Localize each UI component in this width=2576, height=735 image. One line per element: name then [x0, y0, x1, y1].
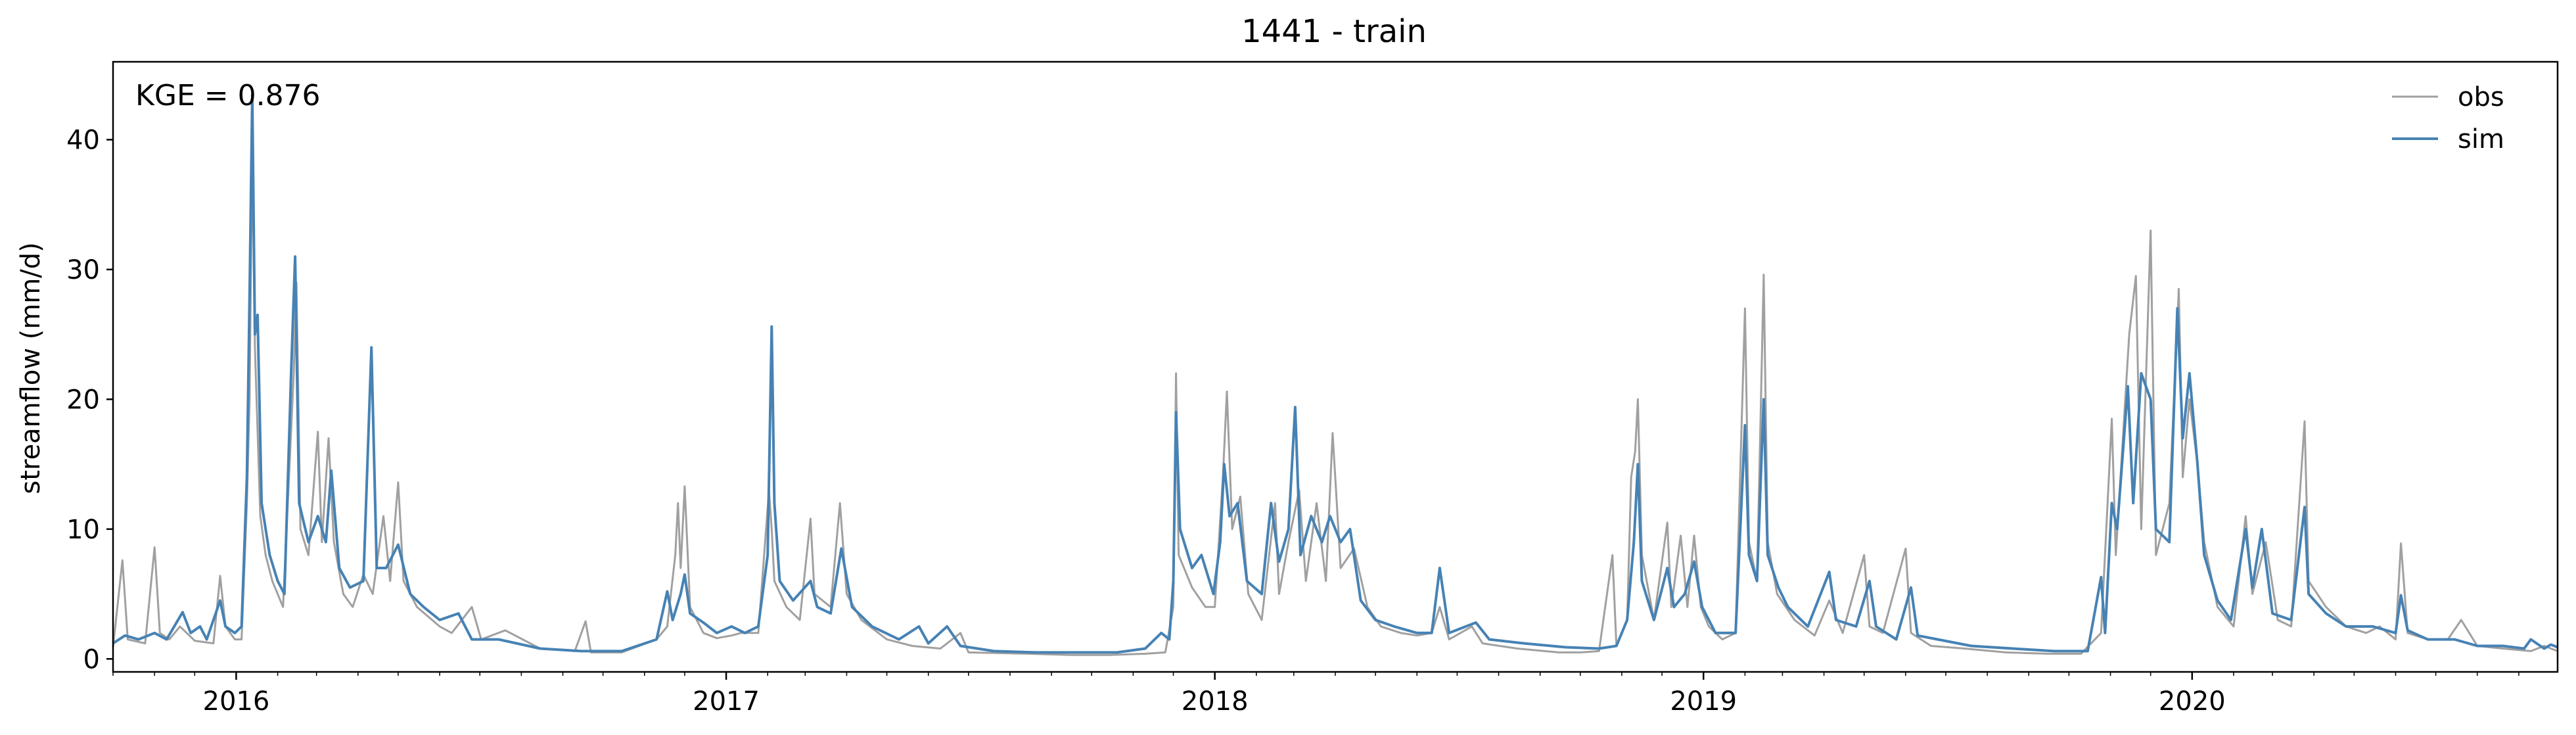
x-tick-label: 2016: [203, 686, 270, 717]
y-axis-label: streamflow (mm/d): [16, 242, 46, 494]
plot-frame: [112, 60, 2559, 673]
y-tick-label: 30: [66, 255, 100, 285]
y-tick-label: 0: [83, 644, 100, 675]
legend-label-sim: sim: [2458, 124, 2504, 154]
chart-title: 1441 - train: [1241, 13, 1427, 50]
legend: obs sim: [2392, 82, 2504, 154]
x-axis: 2016 2017 2018 2019 2020: [112, 672, 2519, 717]
x-tick-label: 2019: [1670, 686, 1737, 717]
series-layer: [112, 93, 2558, 656]
x-tick-label: 2020: [2159, 686, 2226, 717]
y-tick-label: 10: [66, 515, 100, 545]
y-tick-label: 20: [66, 385, 100, 415]
plot-area: 0 10 20 30 40 2016 2017 2018 2019 2020 KGE = 0.8…: [66, 60, 2559, 717]
y-axis: 0 10 20 30 40: [66, 125, 113, 675]
kge-annotation: KGE = 0.876: [135, 79, 321, 112]
series-line-sim: [112, 93, 2558, 654]
x-tick-label: 2017: [693, 686, 760, 717]
legend-label-obs: obs: [2458, 82, 2504, 112]
series-line-obs: [112, 139, 2558, 656]
y-tick-label: 40: [66, 125, 100, 155]
x-tick-label: 2018: [1182, 686, 1249, 717]
